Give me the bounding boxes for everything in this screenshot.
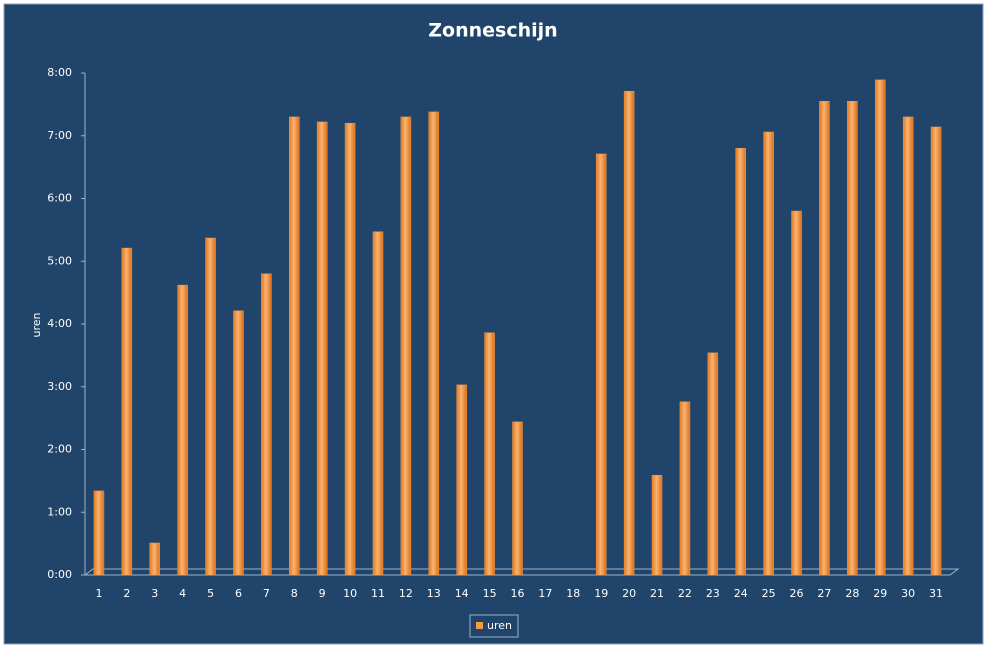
y-tick-label: 6:00 [47, 192, 72, 205]
y-tick-label: 2:00 [47, 443, 72, 456]
bar [149, 542, 161, 576]
bar [177, 284, 188, 576]
x-tick-label: 1 [95, 587, 102, 600]
x-tick-label: 7 [263, 587, 270, 600]
bar [344, 122, 356, 576]
x-tick-label: 4 [179, 587, 186, 600]
x-tick-label: 23 [706, 587, 720, 600]
x-tick-label: 17 [538, 587, 552, 600]
bar [651, 474, 663, 576]
x-tick-label: 3 [151, 587, 158, 600]
bar [874, 79, 886, 576]
x-tick-label: 13 [427, 587, 441, 600]
y-tick-label: 1:00 [47, 505, 72, 518]
x-tick-label: 18 [566, 587, 580, 600]
x-tick-label: 10 [343, 587, 357, 600]
y-tick-label: 8:00 [47, 66, 72, 79]
legend-swatch [476, 622, 483, 629]
x-tick-label: 31 [929, 587, 943, 600]
bar [707, 352, 719, 576]
x-tick-label: 9 [319, 587, 326, 600]
x-tick-label: 8 [291, 587, 298, 600]
bar [316, 121, 328, 576]
bar [847, 100, 858, 576]
bar [735, 148, 746, 576]
bar [456, 384, 467, 576]
x-tick-label: 27 [817, 587, 831, 600]
x-tick-label: 19 [594, 587, 608, 600]
y-tick-label: 4:00 [47, 317, 72, 330]
bar [428, 111, 440, 576]
bar [289, 116, 300, 576]
y-tick-label: 3:00 [47, 380, 72, 393]
x-tick-label: 21 [650, 587, 664, 600]
x-tick-label: 30 [901, 587, 915, 600]
x-tick-label: 24 [734, 587, 748, 600]
bar [372, 231, 384, 576]
bar [93, 490, 105, 576]
chart-title: Zonneschijn [428, 20, 557, 42]
bar [261, 273, 272, 576]
bar [512, 421, 523, 576]
y-axis-label: uren [30, 312, 43, 337]
bar [819, 100, 830, 576]
x-tick-label: 15 [483, 587, 497, 600]
bar [233, 310, 244, 576]
x-tick-label: 5 [207, 587, 214, 600]
x-tick-label: 26 [790, 587, 804, 600]
x-tick-label: 22 [678, 587, 692, 600]
x-tick-label: 16 [511, 587, 525, 600]
x-tick-label: 28 [845, 587, 859, 600]
x-tick-label: 20 [622, 587, 636, 600]
x-tick-label: 12 [399, 587, 413, 600]
y-tick-label: 0:00 [47, 568, 72, 581]
bar [791, 210, 802, 576]
bar [902, 116, 914, 576]
bar [763, 131, 774, 576]
x-tick-label: 14 [455, 587, 469, 600]
bar [400, 116, 412, 576]
bar [930, 126, 942, 576]
bar [205, 237, 216, 576]
bar [623, 90, 635, 576]
y-tick-label: 5:00 [47, 254, 72, 267]
x-tick-label: 2 [123, 587, 130, 600]
bar [595, 153, 607, 576]
x-tick-label: 25 [762, 587, 776, 600]
x-tick-label: 6 [235, 587, 242, 600]
bar [484, 332, 495, 576]
legend-box [469, 614, 519, 638]
bar [121, 247, 133, 576]
bar [679, 401, 691, 576]
x-tick-label: 29 [873, 587, 887, 600]
x-tick-label: 11 [371, 587, 385, 600]
y-tick-label: 7:00 [47, 129, 72, 142]
legend-label: uren [487, 619, 512, 632]
